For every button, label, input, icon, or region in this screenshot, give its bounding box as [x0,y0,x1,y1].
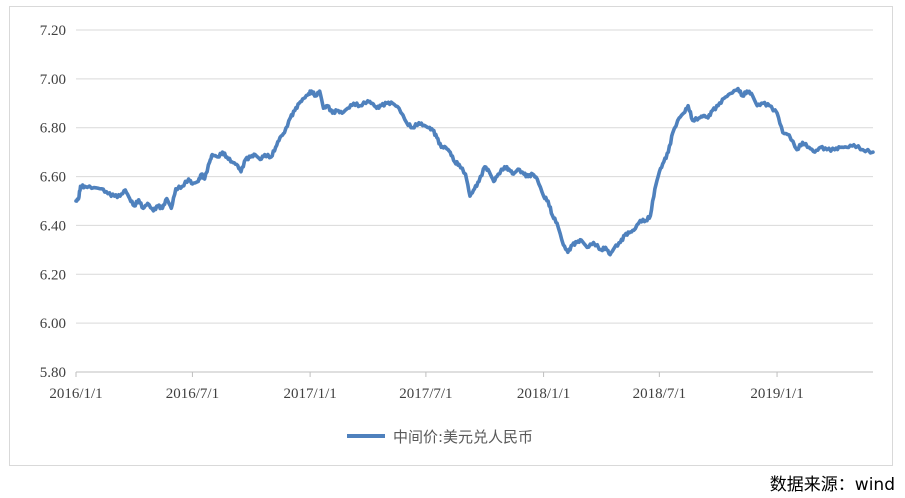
chart-frame [9,6,893,466]
x-tick-label: 2016/7/1 [166,386,219,402]
y-tick-label: 6.80 [40,121,66,137]
gridlines [76,29,873,373]
series-line-0 [74,86,875,257]
x-tick-label: 2016/1/1 [49,386,102,402]
legend-label: 中间价:美元兑人民币 [393,428,533,446]
y-axis: 7.20 7.00 6.80 6.60 6.40 6.20 6.00 5.80 [40,23,66,381]
x-tick-label: 2017/7/1 [399,386,452,402]
y-tick-label: 5.80 [40,365,66,381]
y-tick-label: 6.00 [40,316,66,332]
x-axis: 2016/1/1 2016/7/1 2017/1/1 2017/7/1 2018/1/1… [49,371,873,402]
series-layer [74,86,875,257]
y-tick-label: 6.40 [40,218,66,234]
y-tick-label: 7.20 [40,23,66,39]
y-tick-label: 6.20 [40,267,66,283]
x-tick-label: 2019/1/1 [750,386,803,402]
source-note: 数据来源：wind [769,475,895,495]
y-tick-label: 7.00 [40,72,66,88]
legend: 中间价:美元兑人民币 [347,428,533,446]
x-tick-label: 2018/7/1 [633,386,686,402]
x-tick-label: 2017/1/1 [283,386,336,402]
y-tick-label: 6.60 [40,170,66,186]
x-tick-label: 2018/1/1 [517,386,570,402]
